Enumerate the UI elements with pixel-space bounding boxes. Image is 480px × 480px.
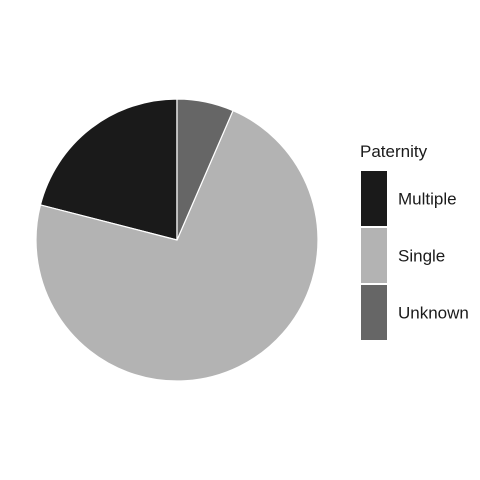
legend-key-single [361, 228, 387, 283]
legend-label-unknown: Unknown [398, 304, 469, 323]
legend-label-multiple: Multiple [398, 190, 457, 209]
legend-key-multiple [361, 171, 387, 226]
legend-title: Paternity [360, 142, 428, 161]
legend-label-single: Single [398, 247, 445, 266]
legend: Paternity Multiple Single Unknown [360, 142, 469, 340]
legend-key-unknown [361, 285, 387, 340]
pie-slice-multiple [39, 98, 178, 241]
pie-slice-unknown [176, 98, 234, 241]
pie-slice-single [35, 109, 319, 382]
pie-slices [35, 98, 319, 382]
